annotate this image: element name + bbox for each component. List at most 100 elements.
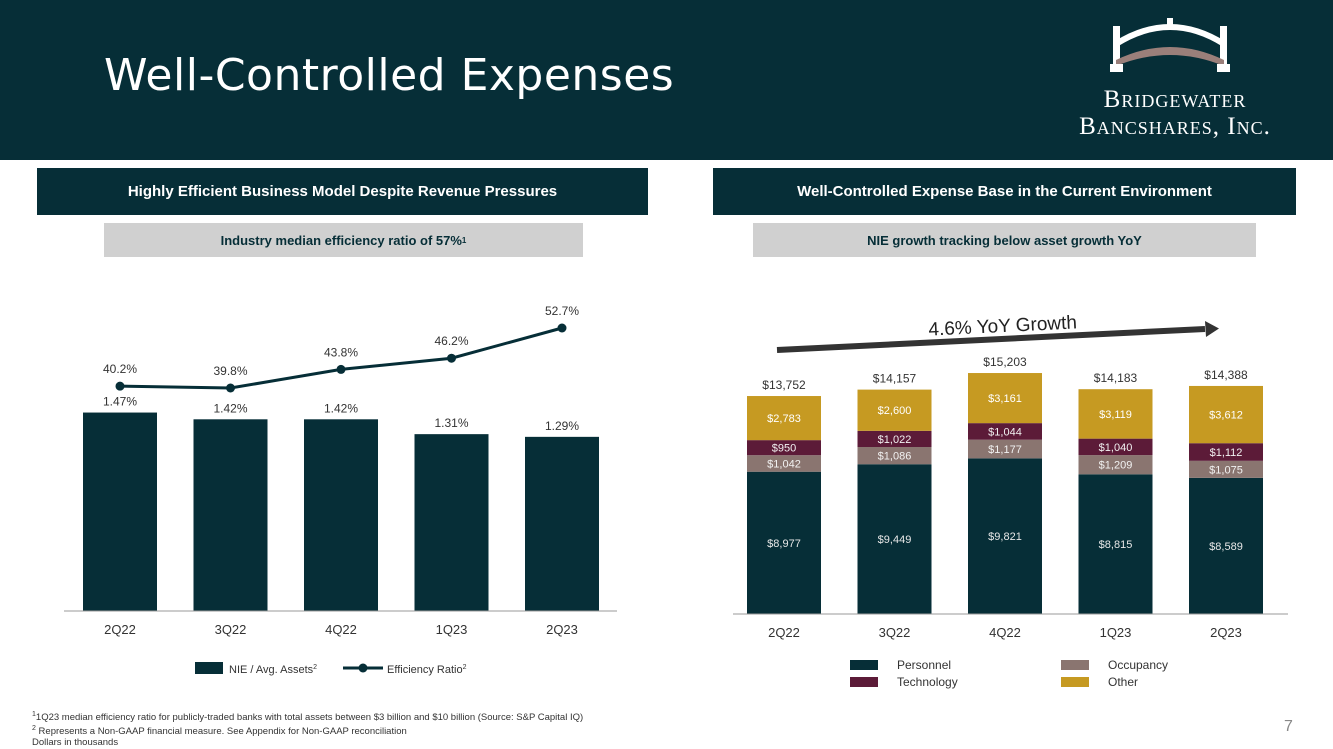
technology-label: $1,044 <box>988 426 1022 438</box>
efficiency-combo-chart: 1.47% 2Q22 1.42% 3Q22 1.42% 4Q22 1.31% 1Q23 1.29… <box>64 304 617 676</box>
nie-stacked-chart: $8,977 $1,042 $950 $2,783 $13,752 2Q22 $9,449 $… <box>733 312 1288 689</box>
nie-bar <box>83 412 157 611</box>
occupancy-label: $1,209 <box>1099 460 1133 472</box>
legend-line-marker <box>358 663 368 673</box>
personnel-label: $8,977 <box>767 538 801 550</box>
left-panel-subheading: Industry median efficiency ratio of 57% 1 <box>104 223 583 257</box>
efficiency-label: 46.2% <box>434 334 468 348</box>
personnel-segment <box>1189 477 1263 614</box>
company-logo: Bridgewater Bancshares, Inc. <box>1060 14 1290 144</box>
efficiency-point <box>115 381 125 391</box>
personnel-segment <box>747 471 821 614</box>
nie-bar <box>414 434 489 611</box>
x-tick-label: 1Q23 <box>436 622 468 637</box>
efficiency-label: 52.7% <box>545 304 579 318</box>
x-tick-label: 2Q22 <box>768 625 800 640</box>
legend-personnel-label: Personnel <box>897 658 951 672</box>
other-segment <box>1078 389 1153 439</box>
nie-bar <box>304 419 378 611</box>
other-label: $3,612 <box>1209 410 1243 422</box>
occupancy-label: $1,177 <box>988 444 1022 456</box>
legend-other-label: Other <box>1108 675 1138 689</box>
efficiency-point <box>447 353 456 363</box>
nie-bar-label: 1.29% <box>545 419 579 433</box>
legend-efficiency-label: Efficiency Ratio2 <box>387 664 467 676</box>
personnel-segment <box>857 464 932 614</box>
legend-occupancy-swatch <box>1061 660 1089 670</box>
growth-arrow-line <box>776 326 1206 353</box>
legend-nie-sup: 2 <box>313 664 317 671</box>
occupancy-label: $1,075 <box>1209 464 1243 476</box>
page-number: 7 <box>1284 718 1293 735</box>
legend-efficiency-sup: 2 <box>463 664 467 671</box>
x-tick-label: 2Q22 <box>104 622 136 637</box>
technology-segment <box>857 430 932 448</box>
x-tick-label: 4Q22 <box>325 622 357 637</box>
footnotes: 11Q23 median efficiency ratio for public… <box>32 709 583 748</box>
logo-name-line1: Bridgewater <box>1103 86 1247 113</box>
other-label: $3,119 <box>1099 409 1132 421</box>
efficiency-point <box>336 364 346 374</box>
technology-segment <box>1078 438 1153 456</box>
footnote-2: 2 Represents a Non-GAAP financial measur… <box>32 725 407 738</box>
footnote-1: 11Q23 median efficiency ratio for public… <box>32 711 584 724</box>
personnel-label: $9,821 <box>988 531 1022 543</box>
personnel-segment <box>968 458 1042 614</box>
occupancy-segment <box>857 447 932 465</box>
technology-label: $950 <box>772 443 796 455</box>
efficiency-label: 40.2% <box>103 362 137 376</box>
left-panel-heading: Highly Efficient Business Model Despite … <box>37 168 648 215</box>
x-tick-label: 3Q22 <box>215 622 247 637</box>
personnel-label: $9,449 <box>878 534 912 546</box>
nie-bar <box>193 419 268 611</box>
legend-occupancy-label: Occupancy <box>1108 658 1168 672</box>
x-tick-label: 2Q23 <box>546 622 578 637</box>
legend-other-swatch <box>1061 677 1089 687</box>
legend-personnel-swatch <box>850 660 878 670</box>
x-tick-label: 1Q23 <box>1100 625 1132 640</box>
other-segment <box>968 373 1042 424</box>
nie-bar-label: 1.31% <box>434 416 468 430</box>
total-label: $14,183 <box>1094 371 1138 385</box>
efficiency-label: 43.8% <box>324 345 358 359</box>
total-label: $14,157 <box>873 372 917 386</box>
personnel-label: $8,815 <box>1099 539 1133 551</box>
technology-label: $1,040 <box>1099 442 1133 454</box>
other-segment <box>1189 385 1263 444</box>
total-label: $14,388 <box>1204 368 1248 382</box>
footnote-3: Dollars in thousands <box>32 737 119 749</box>
legend-technology-label: Technology <box>897 675 958 689</box>
technology-label: $1,022 <box>878 434 912 446</box>
right-panel-heading: Well-Controlled Expense Base in the Curr… <box>713 168 1296 215</box>
other-segment <box>747 396 821 441</box>
legend-nie-swatch <box>195 662 223 674</box>
x-tick-label: 4Q22 <box>989 625 1021 640</box>
technology-segment <box>747 440 821 456</box>
efficiency-label: 39.8% <box>213 364 247 378</box>
occupancy-label: $1,042 <box>767 458 801 470</box>
nie-bar-label: 1.42% <box>324 401 358 415</box>
occupancy-segment <box>747 455 821 472</box>
nie-bar-label: 1.42% <box>213 401 247 415</box>
legend-technology-swatch <box>850 677 878 687</box>
nie-bar <box>525 436 599 611</box>
technology-segment <box>1189 443 1263 461</box>
header-band <box>0 0 1333 160</box>
growth-arrow-head-icon <box>1205 321 1219 337</box>
left-subheading-text: Industry median efficiency ratio of 57% <box>220 232 462 248</box>
logo-emblem-icon <box>1110 18 1230 72</box>
personnel-segment <box>1078 474 1153 614</box>
occupancy-label: $1,086 <box>878 451 912 463</box>
other-label: $2,600 <box>878 405 912 417</box>
legend-nie-label: NIE / Avg. Assets2 <box>229 664 317 676</box>
page-title: Well-Controlled Expenses <box>104 50 675 101</box>
logo-name-line2: Bancshares, Inc. <box>1079 113 1271 140</box>
x-tick-label: 2Q23 <box>1210 625 1242 640</box>
technology-label: $1,112 <box>1210 447 1243 459</box>
occupancy-segment <box>968 439 1042 459</box>
technology-segment <box>968 423 1042 440</box>
total-label: $13,752 <box>762 378 806 392</box>
other-label: $2,783 <box>767 413 801 425</box>
x-tick-label: 3Q22 <box>879 625 911 640</box>
other-label: $3,161 <box>988 393 1022 405</box>
